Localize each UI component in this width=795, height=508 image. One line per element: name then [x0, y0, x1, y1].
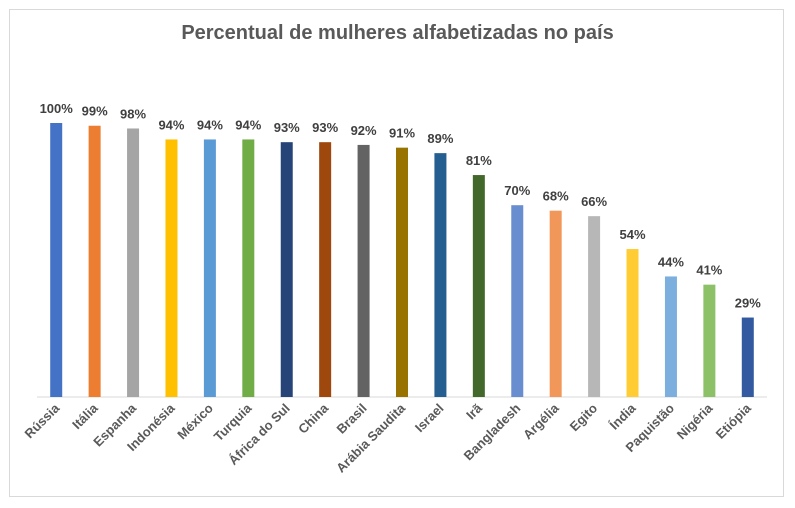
- data-label: 94%: [197, 117, 223, 132]
- data-label: 93%: [274, 120, 300, 135]
- category-label: Nigéria: [674, 400, 716, 442]
- category-label: Rússia: [22, 400, 63, 441]
- data-label: 70%: [504, 183, 530, 198]
- category-label: Etiópia: [713, 400, 755, 442]
- chart-title: Percentual de mulheres alfabetizadas no …: [181, 22, 614, 44]
- data-label: 66%: [581, 194, 607, 209]
- data-label: 98%: [120, 106, 146, 121]
- bar: [357, 144, 370, 397]
- data-label: 100%: [40, 101, 74, 116]
- data-label: 54%: [620, 227, 646, 242]
- bar: [434, 153, 447, 397]
- category-label: Arábia Saudita: [333, 400, 409, 476]
- bar: [664, 276, 677, 397]
- bar: [127, 128, 140, 398]
- data-label: 92%: [351, 123, 377, 138]
- data-label: 94%: [235, 117, 261, 132]
- bar: [319, 142, 332, 397]
- data-label: 41%: [696, 263, 722, 278]
- bar: [511, 205, 524, 397]
- category-label: Brasil: [334, 401, 370, 437]
- category-label: Egito: [567, 400, 601, 434]
- bar: [88, 125, 101, 398]
- bar: [626, 249, 639, 397]
- data-label: 29%: [735, 296, 761, 311]
- category-label: Irã: [463, 400, 485, 422]
- category-label: Itália: [69, 400, 101, 432]
- bar: [549, 210, 562, 397]
- bar: [50, 123, 63, 397]
- bar: [588, 216, 601, 397]
- data-label: 99%: [82, 104, 108, 119]
- data-label: 89%: [427, 131, 453, 146]
- category-label: México: [174, 400, 216, 442]
- bar: [741, 317, 754, 397]
- category-label: China: [295, 400, 332, 437]
- data-label: 93%: [312, 120, 338, 135]
- data-label: 91%: [389, 126, 415, 141]
- bar: [472, 175, 485, 397]
- category-label: Argélia: [520, 400, 562, 442]
- data-label: 44%: [658, 254, 684, 269]
- data-label: 81%: [466, 153, 492, 168]
- data-label: 68%: [543, 189, 569, 204]
- bar: [203, 139, 216, 397]
- category-label: Índia: [607, 400, 640, 433]
- bar: [703, 284, 716, 397]
- bar: [165, 139, 178, 397]
- bar: [242, 139, 255, 397]
- bar: [280, 142, 293, 397]
- category-label: Israel: [412, 401, 447, 436]
- bar: [396, 147, 408, 397]
- data-label: 94%: [158, 117, 184, 132]
